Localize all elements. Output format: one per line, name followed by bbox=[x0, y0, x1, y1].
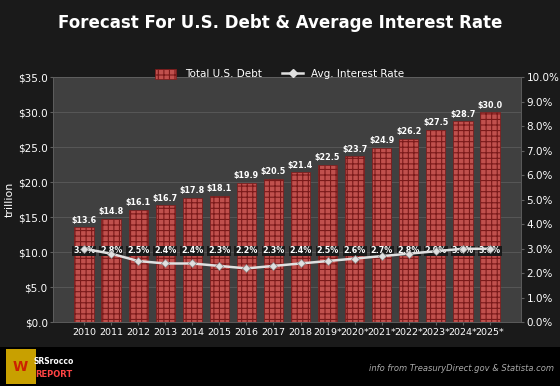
Bar bbox=[291, 173, 310, 322]
Text: 2.6%: 2.6% bbox=[343, 246, 366, 256]
Text: $28.7: $28.7 bbox=[450, 110, 475, 119]
Text: $18.1: $18.1 bbox=[207, 184, 232, 193]
Text: 3.0%: 3.0% bbox=[452, 246, 474, 256]
Text: $17.8: $17.8 bbox=[180, 186, 205, 195]
Text: $30.0: $30.0 bbox=[477, 101, 502, 110]
Bar bbox=[209, 196, 229, 322]
Text: 2.3%: 2.3% bbox=[262, 246, 284, 256]
Bar bbox=[129, 210, 148, 322]
Text: 2.5%: 2.5% bbox=[127, 246, 150, 256]
Bar bbox=[480, 112, 500, 322]
Text: W: W bbox=[13, 360, 28, 374]
Bar bbox=[264, 179, 283, 322]
Text: 2.7%: 2.7% bbox=[371, 246, 393, 256]
Text: 2.2%: 2.2% bbox=[235, 246, 258, 256]
Text: 2.9%: 2.9% bbox=[424, 246, 447, 256]
Text: $26.2: $26.2 bbox=[396, 127, 421, 136]
Bar bbox=[74, 227, 94, 322]
Text: 2.8%: 2.8% bbox=[398, 246, 420, 256]
Text: 2.8%: 2.8% bbox=[100, 246, 123, 256]
Bar bbox=[318, 165, 337, 322]
Bar bbox=[183, 198, 202, 322]
Text: 3.0%: 3.0% bbox=[479, 246, 501, 256]
Text: $24.9: $24.9 bbox=[369, 137, 394, 146]
Y-axis label: trillion: trillion bbox=[5, 182, 15, 217]
Text: 3.0%: 3.0% bbox=[73, 246, 95, 256]
Text: 2.3%: 2.3% bbox=[208, 246, 231, 256]
Text: $16.1: $16.1 bbox=[125, 198, 151, 207]
Legend: Total U.S. Debt, Avg. Interest Rate: Total U.S. Debt, Avg. Interest Rate bbox=[151, 65, 409, 84]
Bar bbox=[399, 139, 418, 322]
Text: SRSrocco: SRSrocco bbox=[34, 357, 74, 366]
Bar bbox=[345, 156, 365, 322]
FancyBboxPatch shape bbox=[6, 349, 36, 384]
Bar bbox=[101, 218, 121, 322]
Text: Forecast For U.S. Debt & Average Interest Rate: Forecast For U.S. Debt & Average Interes… bbox=[58, 14, 502, 32]
Text: $20.5: $20.5 bbox=[261, 167, 286, 176]
Text: 2.4%: 2.4% bbox=[181, 246, 203, 256]
Text: $13.6: $13.6 bbox=[72, 216, 97, 225]
Text: 2.4%: 2.4% bbox=[290, 246, 312, 256]
Text: $22.5: $22.5 bbox=[315, 153, 340, 162]
Text: $16.7: $16.7 bbox=[153, 194, 178, 203]
Text: $21.4: $21.4 bbox=[288, 161, 313, 170]
Bar bbox=[372, 148, 391, 322]
Bar bbox=[156, 205, 175, 322]
Text: 2.5%: 2.5% bbox=[316, 246, 339, 256]
Text: $14.8: $14.8 bbox=[99, 207, 124, 216]
Bar bbox=[426, 130, 445, 322]
Bar bbox=[237, 183, 256, 322]
Text: $27.5: $27.5 bbox=[423, 118, 449, 127]
Text: $19.9: $19.9 bbox=[234, 171, 259, 181]
Text: $23.7: $23.7 bbox=[342, 145, 367, 154]
Bar bbox=[453, 121, 473, 322]
Text: info from TreasuryDirect.gov & Statista.com: info from TreasuryDirect.gov & Statista.… bbox=[370, 364, 554, 373]
Text: 2.4%: 2.4% bbox=[154, 246, 176, 256]
Text: REPORT: REPORT bbox=[35, 370, 73, 379]
